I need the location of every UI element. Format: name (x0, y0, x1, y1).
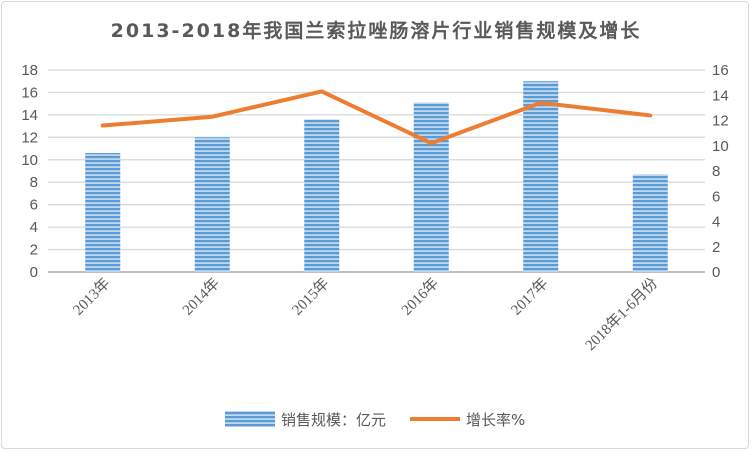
bar (85, 153, 121, 272)
y-right-tick-label: 14 (712, 87, 729, 104)
x-tick-label: 2016年 (398, 275, 442, 319)
y-left-tick-label: 12 (21, 129, 38, 146)
y-left-tick-label: 18 (21, 62, 38, 79)
y-left-tick-label: 4 (30, 219, 38, 236)
legend-line-label: 增长率% (466, 411, 525, 429)
y-left-tick-label: 14 (21, 107, 38, 124)
y-right-tick-label: 6 (712, 188, 720, 205)
x-tick-label: 2014年 (179, 275, 223, 319)
bar (304, 119, 340, 272)
bar (413, 102, 449, 273)
chart-title: 2013-2018年我国兰索拉唑肠溶片行业销售规模及增长 (111, 19, 642, 42)
y-right-tick-label: 2 (712, 239, 720, 256)
y-left-tick-label: 2 (30, 242, 38, 259)
legend-bar-swatch (225, 411, 275, 427)
bar (632, 174, 668, 272)
x-tick-label: 2013年 (70, 275, 114, 319)
x-tick-label: 2015年 (289, 275, 333, 319)
y-left-tick-label: 10 (21, 152, 38, 169)
x-tick-label: 2018年1-6月份 (582, 275, 661, 354)
y-left-tick-label: 0 (30, 264, 38, 281)
y-left-tick-label: 16 (21, 84, 38, 101)
y-right-tick-label: 0 (712, 264, 720, 281)
y-right-tick-label: 12 (712, 113, 729, 130)
y-right-tick-label: 10 (712, 138, 729, 155)
y-right-tick-label: 8 (712, 163, 720, 180)
bar (194, 137, 230, 272)
y-right-tick-label: 4 (712, 214, 720, 231)
y-left-tick-label: 6 (30, 197, 38, 214)
y-right-tick-label: 16 (712, 62, 729, 79)
legend-bar-label: 销售规模：亿元 (281, 411, 386, 429)
x-tick-label: 2017年 (508, 275, 552, 319)
bar (523, 81, 559, 272)
growth-line (100, 89, 653, 146)
y-left-tick-label: 8 (30, 174, 38, 191)
legend: 销售规模：亿元 增长率% (225, 411, 525, 429)
